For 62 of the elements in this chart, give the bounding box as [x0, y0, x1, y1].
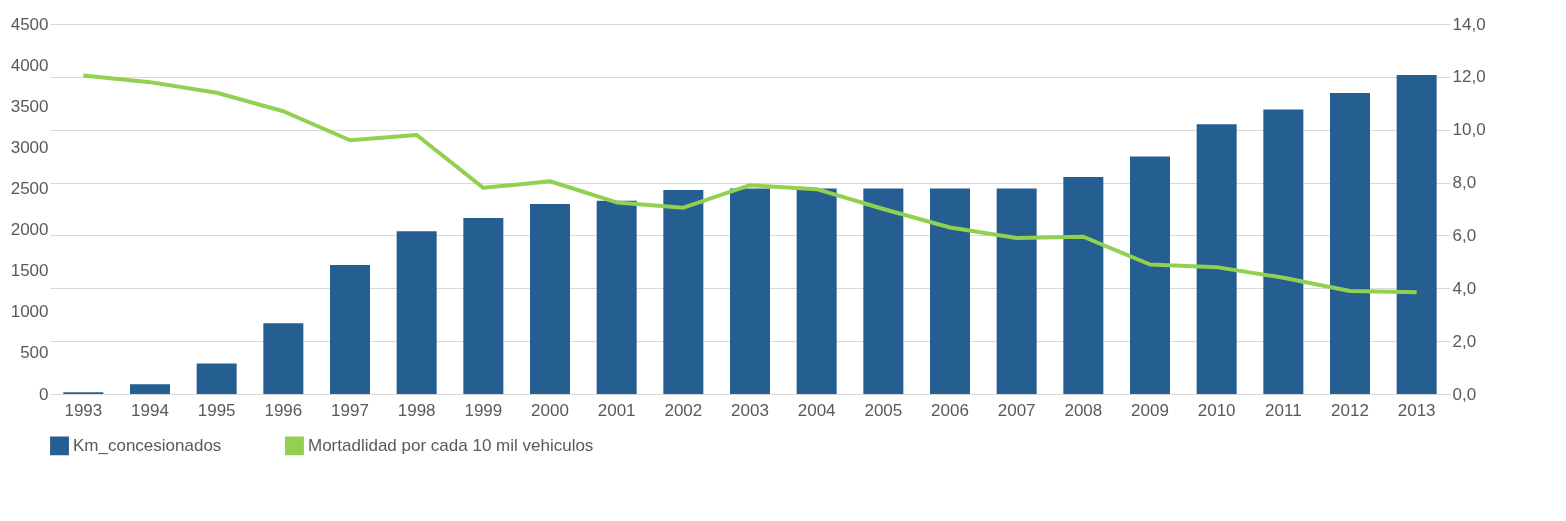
- y-tick-label: 2000: [10, 220, 49, 240]
- bar: [730, 188, 770, 394]
- x-tick-label: 1998: [397, 400, 436, 420]
- bar: [796, 188, 837, 394]
- y2-tick-label: 6,0: [1452, 225, 1477, 245]
- y2-tick-label: 2,0: [1452, 331, 1477, 351]
- bar: [596, 200, 637, 394]
- x-tick-label: 1996: [264, 400, 303, 420]
- y-tick-label: 1500: [10, 261, 49, 281]
- x-tick-label: 1999: [464, 400, 503, 420]
- y-tick-label: 0: [39, 384, 49, 404]
- x-tick-label: 1993: [64, 400, 103, 420]
- y-tick-label: 4000: [10, 55, 49, 75]
- y2-tick-label: 14,0: [1452, 14, 1486, 34]
- x-tick-label: 2001: [597, 400, 636, 420]
- line-series: [81, 73, 1419, 295]
- y2-tick-label: 0,0: [1452, 384, 1477, 404]
- bar: [1063, 176, 1104, 394]
- bar: [330, 264, 370, 394]
- bar: [996, 188, 1037, 394]
- x-tick-label: 2006: [931, 400, 969, 420]
- y-tick-label: 2500: [10, 178, 49, 198]
- x-tick-label: 2009: [1131, 400, 1169, 420]
- y-tick-label: 1000: [10, 302, 49, 322]
- x-tick-label: 1995: [197, 400, 236, 420]
- x-tick-label: 2008: [1064, 400, 1103, 420]
- x-tick-label: 2000: [531, 400, 569, 420]
- y2-tick-label: 4,0: [1452, 278, 1477, 298]
- y2-tick-label: 8,0: [1452, 173, 1477, 193]
- x-tick-label: 2004: [797, 400, 836, 420]
- legend-label: Mortadlidad por cada 10 mil vehiculos: [308, 435, 594, 455]
- y2-tick-label: 10,0: [1452, 120, 1486, 140]
- x-tick-label: 1997: [331, 400, 369, 420]
- y-tick-label: 4500: [10, 14, 49, 34]
- bar: [196, 363, 237, 394]
- y2-tick-label: 12,0: [1452, 67, 1486, 87]
- x-tick-label: 2011: [1265, 400, 1302, 420]
- bar: [263, 323, 304, 394]
- bar: [130, 384, 170, 394]
- x-tick-label: 2010: [1197, 400, 1236, 420]
- bar: [1130, 156, 1170, 394]
- bar: [1263, 109, 1304, 394]
- bar: [1330, 93, 1370, 394]
- x-tick-label: 1994: [131, 400, 169, 420]
- x-tick-label: 2005: [864, 400, 903, 420]
- legend-label: Km_concesionados: [73, 435, 222, 455]
- bar: [463, 218, 504, 394]
- bar: [530, 204, 570, 394]
- y-tick-label: 3500: [10, 96, 49, 116]
- x-tick-label: 2013: [1397, 400, 1436, 420]
- x-tick-label: 2012: [1331, 400, 1369, 420]
- x-tick-label: 2003: [731, 400, 769, 420]
- y-tick-label: 3000: [10, 137, 49, 157]
- bar: [863, 188, 904, 394]
- x-tick-label: 2002: [664, 400, 703, 420]
- y-tick-label: 500: [20, 343, 49, 363]
- bar: [663, 190, 704, 394]
- bar: [396, 231, 437, 394]
- bar: [1196, 124, 1237, 394]
- x-tick-label: 2007: [997, 400, 1036, 420]
- bar: [930, 188, 970, 394]
- bar: [1396, 74, 1437, 394]
